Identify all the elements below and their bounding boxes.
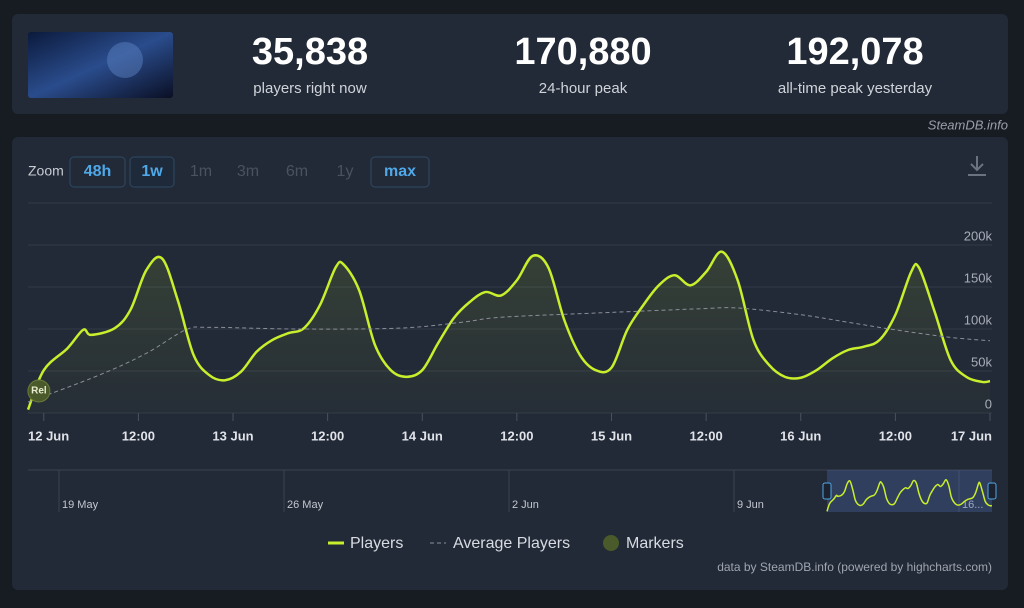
navigator-label: 9 Jun — [737, 499, 764, 511]
navigator-selection[interactable] — [827, 470, 992, 512]
legend-label[interactable]: Players — [350, 535, 403, 552]
x-tick-label: 17 Jun — [951, 428, 992, 443]
download-icon[interactable] — [968, 156, 986, 176]
x-tick-label: 16 Jun — [780, 428, 821, 443]
y-tick-label: 100k — [964, 312, 993, 327]
zoom-button[interactable]: 1m — [190, 163, 212, 180]
zoom-button[interactable]: 48h — [84, 163, 112, 180]
legend-swatch — [603, 535, 619, 551]
zoom-button[interactable]: 3m — [237, 163, 259, 180]
stat-value: 192,078 — [786, 31, 923, 73]
credits[interactable]: data by SteamDB.info (powered by highcha… — [717, 560, 992, 574]
legend-label[interactable]: Average Players — [453, 535, 570, 552]
zoom-button-frame[interactable] — [69, 156, 126, 188]
navigator-label: 19 May — [62, 499, 99, 511]
zoom-button-frame[interactable] — [370, 156, 430, 188]
x-tick-label: 12:00 — [500, 428, 533, 443]
zoom-label: Zoom — [28, 163, 64, 179]
average-line — [27, 307, 991, 403]
stat-value: 35,838 — [252, 31, 368, 73]
zoom-button[interactable]: 6m — [286, 163, 308, 180]
navigator-line — [826, 479, 993, 512]
players-area — [28, 251, 990, 413]
x-tick-label: 12:00 — [879, 428, 912, 443]
zoom-button[interactable]: 1w — [141, 163, 163, 180]
y-tick-label: 200k — [964, 228, 993, 243]
stat-label: 24-hour peak — [539, 80, 628, 97]
thumbnail-art — [107, 42, 143, 78]
zoom-button[interactable]: max — [384, 163, 416, 180]
source-link[interactable]: SteamDB.info — [928, 117, 1008, 132]
navigator-handle[interactable] — [987, 482, 997, 500]
navigator-label: 16... — [962, 499, 983, 511]
navigator-label: 26 May — [287, 499, 324, 511]
x-tick-label: 12:00 — [311, 428, 344, 443]
marker-label: Rel — [31, 386, 47, 397]
zoom-button[interactable]: 1y — [337, 163, 354, 180]
navigator-handle[interactable] — [822, 482, 832, 500]
x-tick-label: 12:00 — [122, 428, 155, 443]
x-tick-label: 12:00 — [690, 428, 723, 443]
navigator-label: 2 Jun — [512, 499, 539, 511]
y-tick-label: 50k — [971, 354, 992, 369]
x-tick-label: 12 Jun — [28, 428, 69, 443]
marker[interactable] — [27, 379, 51, 403]
zoom-button-frame[interactable] — [129, 156, 175, 188]
legend-label[interactable]: Markers — [626, 535, 684, 552]
x-tick-label: 13 Jun — [212, 428, 253, 443]
stat-value: 170,880 — [514, 31, 651, 73]
y-tick-label: 150k — [964, 270, 993, 285]
x-tick-label: 15 Jun — [591, 428, 632, 443]
x-tick-label: 14 Jun — [402, 428, 443, 443]
game-thumbnail[interactable] — [28, 32, 173, 98]
stat-label: all-time peak yesterday — [778, 80, 933, 97]
stat-label: players right now — [253, 80, 367, 97]
stats-card — [12, 14, 1008, 114]
players-line — [26, 250, 991, 411]
